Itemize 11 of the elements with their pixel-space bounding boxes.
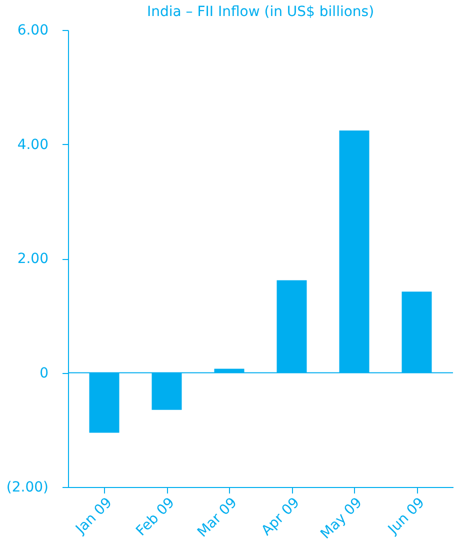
x-tick-label: Jan 09 bbox=[72, 494, 116, 538]
x-tick-label: Mar 09 bbox=[194, 494, 240, 541]
y-tick-label: 0 bbox=[40, 365, 48, 382]
chart-title: India – FII Inflow (in US$ billions) bbox=[146, 4, 374, 20]
y-tick-label: 2.00 bbox=[17, 251, 48, 267]
x-tick-label: Feb 09 bbox=[133, 494, 178, 540]
y-tick-label: 6.00 bbox=[17, 22, 48, 38]
x-tick-label: Jun 09 bbox=[384, 494, 428, 538]
x-tick-label: Apr 09 bbox=[258, 494, 303, 539]
y-tick-label: 4.00 bbox=[17, 136, 48, 153]
y-tick-label: (2.00) bbox=[6, 480, 48, 496]
